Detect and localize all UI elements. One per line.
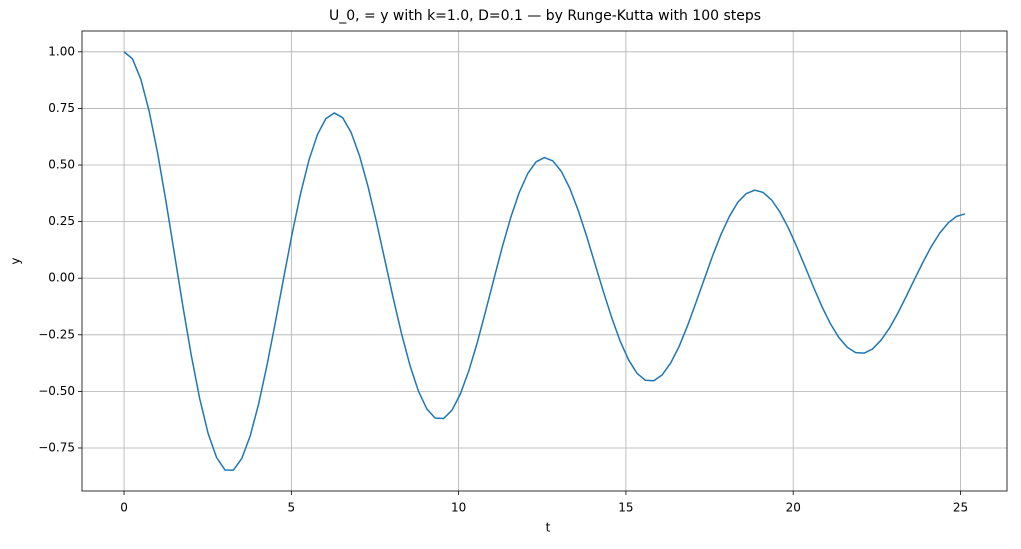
x-tick-label: 15 bbox=[618, 501, 633, 515]
y-tick-label: −0.25 bbox=[38, 327, 75, 341]
y-tick-label: −0.50 bbox=[38, 384, 75, 398]
x-tick-label: 20 bbox=[786, 501, 801, 515]
data-line bbox=[123, 51, 966, 471]
y-tick-label: 1.00 bbox=[48, 44, 75, 58]
y-tick-label: 0.25 bbox=[48, 214, 75, 228]
x-axis-label: t bbox=[546, 521, 551, 535]
x-tick-label: 10 bbox=[451, 501, 466, 515]
y-tick-label: 0.50 bbox=[48, 158, 75, 172]
chart-title: U_0, = y with k=1.0, D=0.1 — by Runge-Ku… bbox=[329, 8, 761, 24]
x-tick-label: 0 bbox=[120, 501, 128, 515]
x-tick-label: 5 bbox=[288, 501, 296, 515]
plot-frame bbox=[81, 30, 1008, 492]
x-tick-label: 25 bbox=[953, 501, 968, 515]
y-tick-label: −0.75 bbox=[38, 440, 75, 454]
y-tick-label: 0.00 bbox=[48, 271, 75, 285]
y-tick-label: 0.75 bbox=[48, 101, 75, 115]
y-axis-label: y bbox=[9, 257, 23, 264]
